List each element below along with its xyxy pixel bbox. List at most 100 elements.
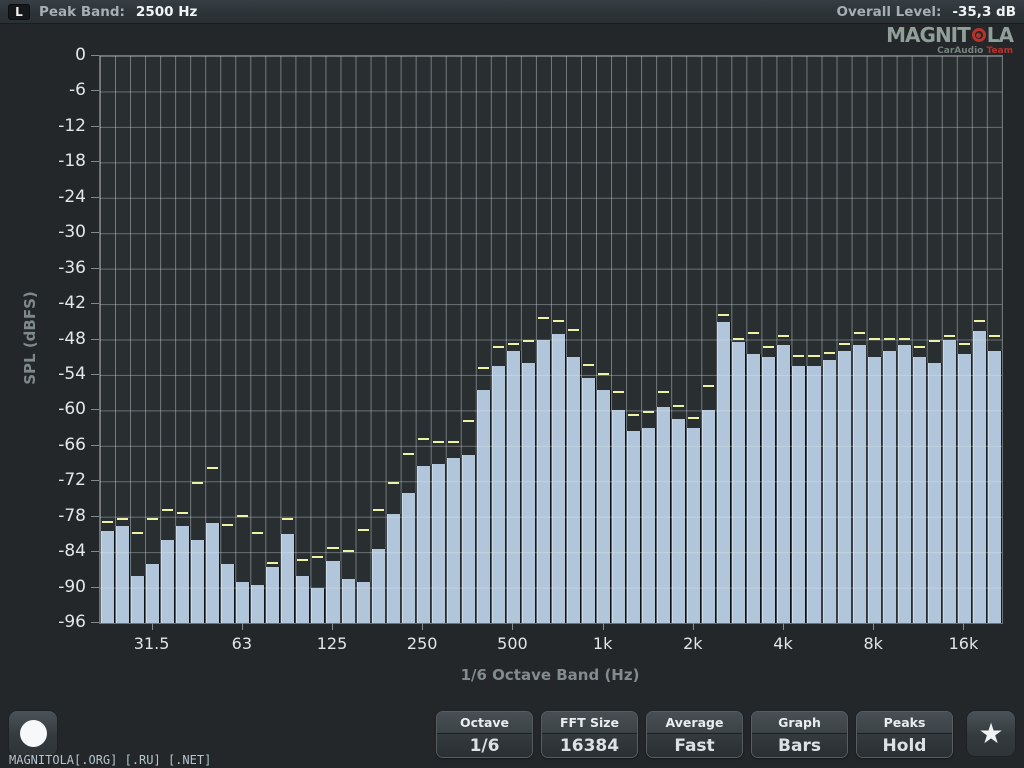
band-cell: [701, 56, 716, 623]
y-tick: [91, 480, 99, 482]
band-cell: [882, 56, 897, 623]
control-value: 16384: [542, 734, 637, 757]
band-cell: [175, 56, 190, 623]
peak-hold-marker: [177, 511, 189, 514]
peak-hold-marker: [868, 337, 880, 340]
band-cell: [791, 56, 806, 623]
peak-hold-marker: [688, 417, 700, 420]
record-button[interactable]: [8, 710, 58, 757]
spectrum-bar: [717, 321, 731, 623]
spectrum-bar: [551, 333, 565, 623]
spectrum-bar: [942, 339, 956, 623]
spectrum-bar: [401, 493, 415, 623]
peak-hold-marker: [372, 508, 384, 511]
plot-area[interactable]: [99, 55, 1003, 624]
spectrum-bar: [341, 578, 355, 623]
y-tick-label: -24: [58, 186, 86, 207]
band-cell: [716, 56, 731, 623]
x-tick: [332, 623, 334, 630]
logo-wordmark: MAGNIT LA: [886, 23, 1014, 47]
peak-hold-marker: [598, 372, 610, 375]
peak-hold-marker: [522, 340, 534, 343]
peak-hold-marker: [898, 337, 910, 340]
peak-hold-marker: [417, 437, 429, 440]
favorite-button[interactable]: ★: [966, 710, 1016, 757]
x-tick-label: 4k: [773, 634, 793, 653]
y-tick: [91, 196, 99, 198]
spectrum-bar: [476, 389, 490, 623]
peak-hold-marker: [252, 532, 264, 535]
control-label: Average: [647, 712, 742, 734]
peak-hold-marker: [928, 340, 940, 343]
y-tick: [91, 232, 99, 234]
control-average[interactable]: Average Fast: [646, 711, 743, 758]
spectrum-bar: [822, 360, 836, 623]
band-cell: [566, 56, 581, 623]
spectrum-bar: [927, 363, 941, 623]
peak-hold-marker: [988, 334, 1000, 337]
peak-hold-marker: [943, 334, 955, 337]
x-axis-labels: 31.5 63 125 250 500 1k 2k 4k 8k 16k: [99, 634, 1001, 654]
spectrum-bar: [116, 525, 130, 623]
spectrum-bar: [987, 351, 1001, 623]
spectrum-bar: [131, 575, 145, 623]
peak-hold-marker: [342, 550, 354, 553]
spectrum-bar: [506, 351, 520, 623]
band-cell: [671, 56, 686, 623]
band-cell: [852, 56, 867, 623]
spectrum-bar: [356, 581, 370, 623]
peak-hold-marker: [222, 523, 234, 526]
control-graph[interactable]: Graph Bars: [751, 711, 848, 758]
band-cell: [416, 56, 431, 623]
peak-hold-marker: [357, 529, 369, 532]
band-cell: [536, 56, 551, 623]
x-tick-label: 31.5: [133, 634, 170, 653]
band-cell: [386, 56, 401, 623]
spectrum-bar: [732, 342, 746, 623]
peak-hold-marker: [117, 517, 129, 520]
spectrum-bar: [221, 563, 235, 623]
spectrum-bar: [566, 357, 580, 623]
spectrum-bar: [446, 457, 460, 623]
band-cell: [431, 56, 446, 623]
band-cell: [325, 56, 340, 623]
spectrum-bar: [972, 330, 986, 623]
spectrum-bar: [146, 563, 160, 623]
y-tick: [91, 303, 99, 305]
band-cell: [927, 56, 942, 623]
channel-badge[interactable]: L: [8, 3, 30, 20]
band-cell: [446, 56, 461, 623]
band-cell: [491, 56, 506, 623]
band-cell: [295, 56, 310, 623]
control-fft-size[interactable]: FFT Size 16384: [541, 711, 638, 758]
peak-hold-marker: [192, 482, 204, 485]
peak-hold-marker: [132, 532, 144, 535]
spectrum-bar: [101, 531, 115, 623]
peak-hold-marker: [477, 367, 489, 370]
spectrum-bar: [582, 377, 596, 623]
peak-hold-marker: [958, 343, 970, 346]
peak-hold-marker: [883, 337, 895, 340]
y-tick: [91, 586, 99, 588]
band-cell: [776, 56, 791, 623]
y-tick: [91, 551, 99, 553]
x-tick-label: 8k: [863, 634, 883, 653]
y-tick-label: -12: [58, 115, 86, 136]
y-tick-label: -18: [58, 151, 86, 172]
control-label: FFT Size: [542, 712, 637, 734]
spectrum-bar: [687, 428, 701, 623]
peak-hold-marker: [147, 517, 159, 520]
spectrum-bar: [807, 366, 821, 623]
y-axis-ticks: [91, 55, 99, 623]
peak-hold-marker: [973, 319, 985, 322]
control-peaks[interactable]: Peaks Hold: [856, 711, 953, 758]
overall-level-value: -35,3 dB: [952, 3, 1016, 20]
spectrum-bar: [777, 345, 791, 623]
control-label: Graph: [752, 712, 847, 734]
peak-hold-marker: [643, 411, 655, 414]
control-octave[interactable]: Octave 1/6: [436, 711, 533, 758]
y-axis-labels: 0 -6 -12 -18 -24 -30 -36 -42 -48 -54 -60 -66 -72 -78 -…: [0, 45, 86, 632]
band-cell: [341, 56, 356, 623]
spectrum-bar: [867, 357, 881, 623]
peak-hold-marker: [297, 558, 309, 561]
